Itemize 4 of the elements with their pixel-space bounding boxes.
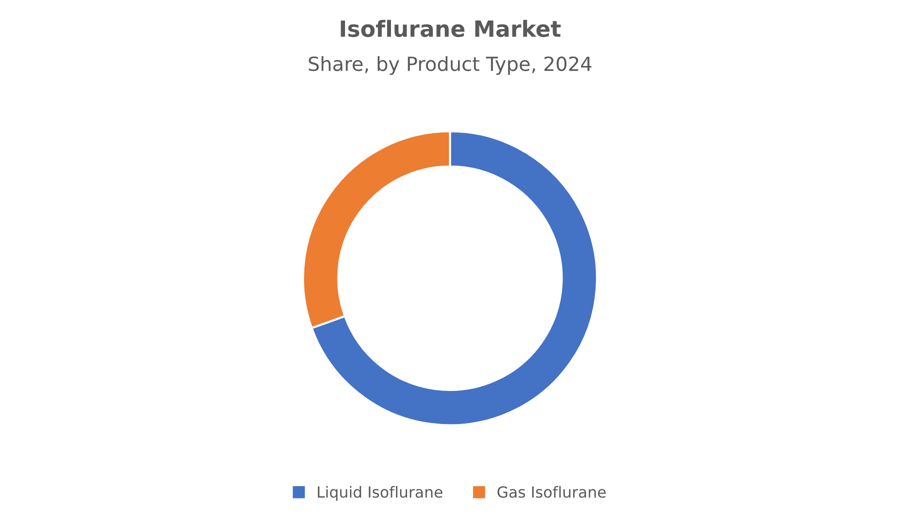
legend-label: Liquid Isoflurane xyxy=(318,486,442,501)
legend-label: Gas Isoflurane xyxy=(498,486,606,498)
chart-subtitle: Share, by Product Type, 2024 xyxy=(308,56,592,75)
chart-title: Isoflurane Market xyxy=(340,20,561,38)
